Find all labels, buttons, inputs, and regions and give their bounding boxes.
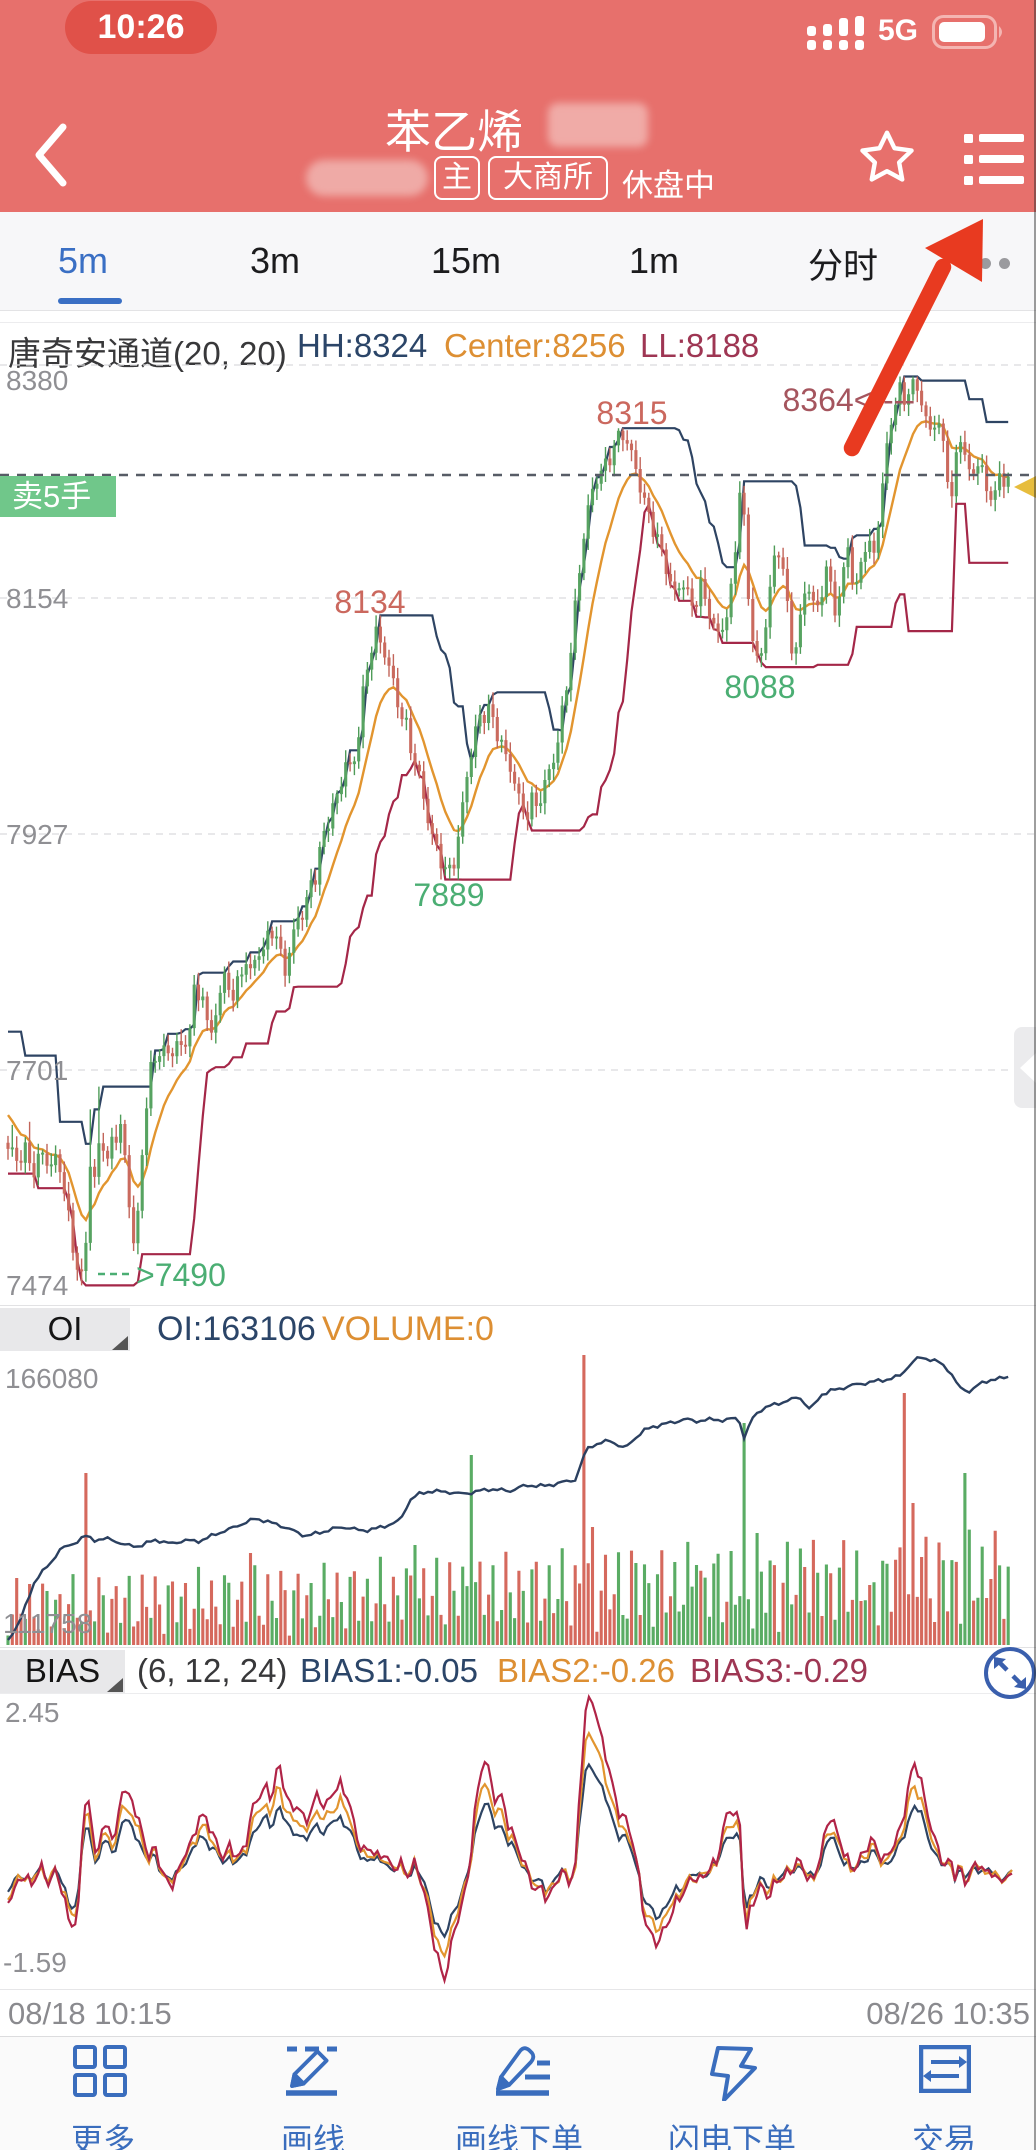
svg-text:7889: 7889: [413, 877, 484, 913]
svg-text:8380: 8380: [6, 365, 68, 396]
svg-text:8088: 8088: [724, 669, 795, 705]
svg-text:8315: 8315: [596, 395, 667, 431]
svg-text:2.45: 2.45: [5, 1697, 60, 1728]
svg-text:8154: 8154: [6, 583, 68, 614]
svg-text:卖5手: 卖5手: [12, 479, 91, 514]
svg-text:-1.59: -1.59: [3, 1947, 67, 1978]
svg-text:7474: 7474: [6, 1270, 68, 1301]
svg-text:8364<----: 8364<----: [783, 382, 916, 418]
svg-text:111758: 111758: [3, 1608, 92, 1639]
svg-text:7927: 7927: [6, 819, 68, 850]
svg-text:8134: 8134: [334, 584, 405, 620]
svg-text:7701: 7701: [6, 1055, 68, 1086]
svg-text:>7490: >7490: [136, 1257, 226, 1293]
svg-text:166080: 166080: [5, 1363, 98, 1394]
